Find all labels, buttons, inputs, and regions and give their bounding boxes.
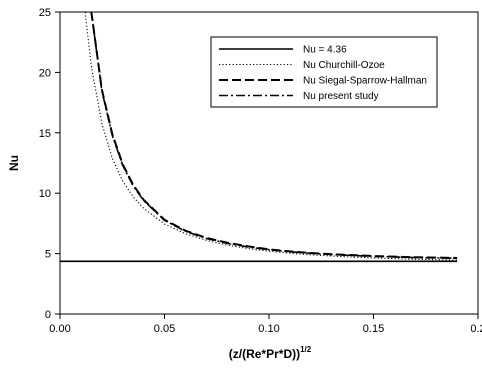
- x-axis-title-main: (z/(Re*Pr*D)): [229, 347, 300, 361]
- x-tick-label: 0.05: [154, 323, 175, 335]
- x-tick-label: 0.00: [49, 323, 70, 335]
- x-tick-label: 0.10: [258, 323, 279, 335]
- series-line-dashdot: [90, 12, 458, 260]
- legend: Nu = 4.36 Nu Churchill-Ozoe Nu Siegal-Spar…: [210, 36, 438, 108]
- legend-label: Nu present study: [303, 91, 379, 102]
- y-tick-label: 5: [45, 249, 51, 261]
- x-tick-label: 0.2: [470, 323, 482, 335]
- x-axis-title-exponent: 1/2: [300, 345, 312, 354]
- legend-label: Nu Siegal-Sparrow-Hallman: [303, 76, 427, 87]
- y-axis-title: Nu: [7, 155, 21, 171]
- x-tick-label: 0.15: [363, 323, 384, 335]
- x-axis-title: (z/(Re*Pr*D))1/2: [229, 345, 312, 361]
- legend-label: Nu Churchill-Ozoe: [303, 60, 385, 71]
- legend-label: Nu = 4.36: [303, 45, 347, 56]
- y-tick-label: 25: [39, 7, 51, 19]
- y-tick-label: 15: [39, 128, 51, 140]
- y-tick-label: 20: [39, 67, 51, 79]
- series-layer: [60, 12, 458, 263]
- axes-layer: 0.00 0.05 0.10 0.15 0.2 0 5 10 15 20 25: [39, 7, 482, 335]
- series-line-dashed: [90, 12, 458, 259]
- y-tick-label: 10: [39, 188, 51, 200]
- y-tick-label: 0: [45, 309, 51, 321]
